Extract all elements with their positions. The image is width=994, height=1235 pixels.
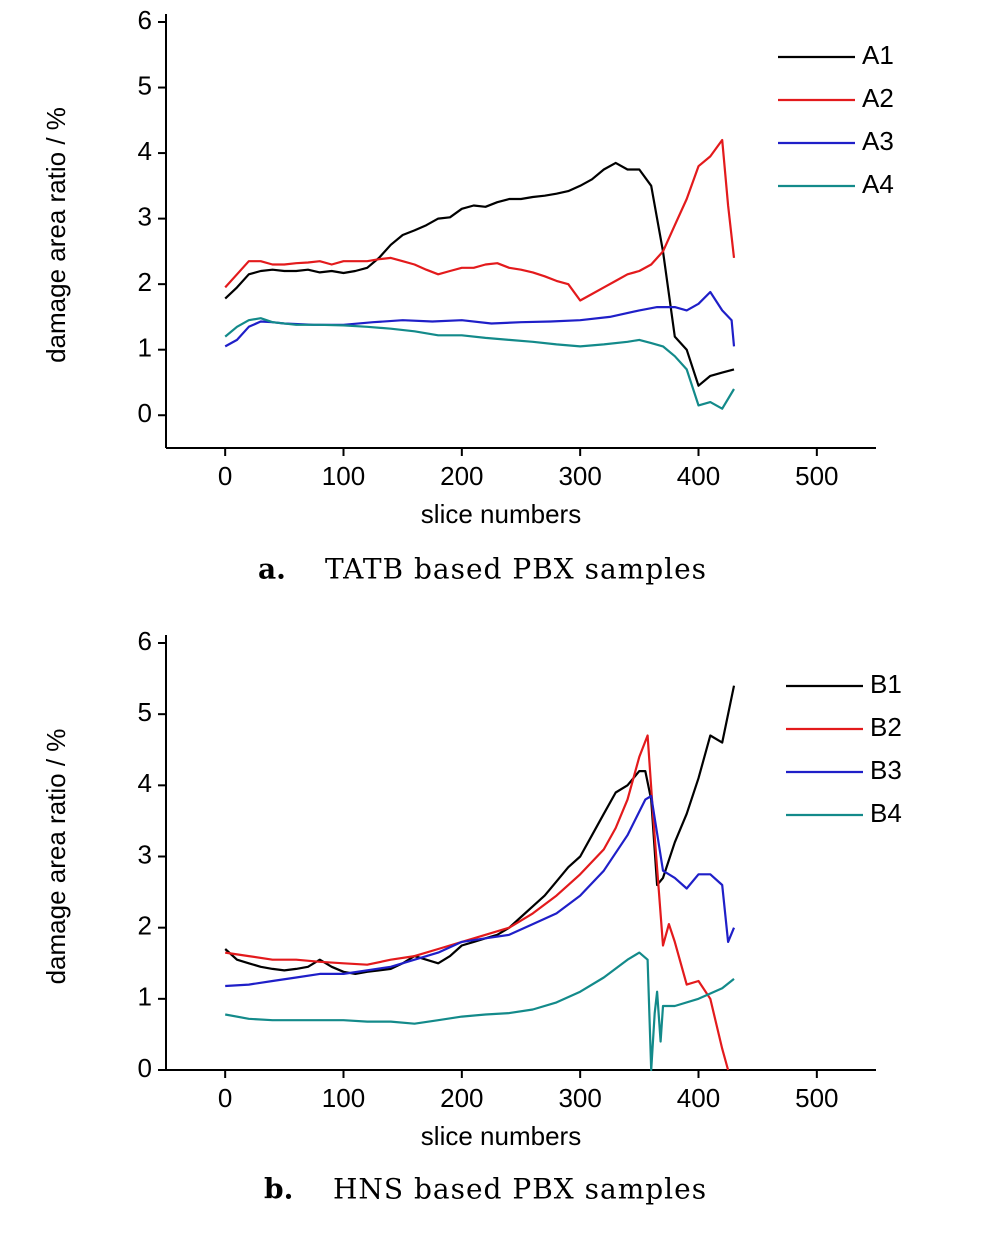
data-line <box>224 161 735 387</box>
legend-label: B4 <box>870 798 902 828</box>
y-tick-label: 3 <box>138 201 152 231</box>
data-line <box>224 138 736 302</box>
y-tick-label: 6 <box>138 5 152 35</box>
x-tick-label: 0 <box>218 1083 232 1113</box>
y-tick-label: 6 <box>138 626 152 656</box>
caption: TATB based PBX samples <box>325 553 707 586</box>
x-tick-label: 0 <box>218 461 232 491</box>
chart: 0 1 2 3 4 5 6 0 100 200 300 400 500 slice numbers dama… <box>41 626 902 1206</box>
y-tick-label: 4 <box>138 768 152 798</box>
x-tick-label: 400 <box>677 1083 720 1113</box>
x-tick-label: 200 <box>440 1083 483 1113</box>
x-tick-label: 500 <box>795 1083 838 1113</box>
y-tick-label: 2 <box>138 267 152 297</box>
x-tick-label: 200 <box>440 461 483 491</box>
caption-label: b. <box>264 1173 293 1206</box>
y-tick-label: 2 <box>138 911 152 941</box>
legend-label: A1 <box>862 40 894 70</box>
legend-label: A3 <box>862 126 894 156</box>
caption: HNS based PBX samples <box>333 1173 707 1206</box>
x-tick-label: 500 <box>795 461 838 491</box>
legend-label: B2 <box>870 712 902 742</box>
data-line <box>225 951 735 1072</box>
x-axis-label: slice numbers <box>421 1121 581 1151</box>
data-line <box>225 794 736 988</box>
data-line <box>224 685 736 975</box>
legend-label: B3 <box>870 755 902 785</box>
y-axis-label: damage area ratio / % <box>41 729 71 985</box>
data-line <box>225 734 730 1071</box>
y-tick-label: 5 <box>138 697 152 727</box>
x-tick-label: 100 <box>322 461 365 491</box>
x-tick-label: 300 <box>558 1083 601 1113</box>
y-tick-label: 0 <box>138 398 152 428</box>
y-tick-label: 0 <box>138 1053 152 1083</box>
chart: 0 1 2 3 4 5 6 0 100 200 300 400 500 slice numbers dama… <box>41 5 894 586</box>
x-tick-label: 300 <box>558 461 601 491</box>
x-tick-label: 400 <box>677 461 720 491</box>
y-tick-label: 3 <box>138 839 152 869</box>
caption-label: a. <box>258 553 286 586</box>
legend-label: A2 <box>862 83 894 113</box>
y-axis-label: damage area ratio / % <box>41 107 71 363</box>
y-tick-label: 1 <box>138 982 152 1012</box>
y-tick-label: 1 <box>138 333 152 363</box>
legend-label: A4 <box>862 169 894 199</box>
legend-label: B1 <box>870 669 902 699</box>
x-tick-label: 100 <box>322 1083 365 1113</box>
y-tick-label: 5 <box>138 70 152 100</box>
x-axis-label: slice numbers <box>421 499 581 529</box>
y-tick-label: 4 <box>138 136 152 166</box>
data-line <box>224 317 735 410</box>
